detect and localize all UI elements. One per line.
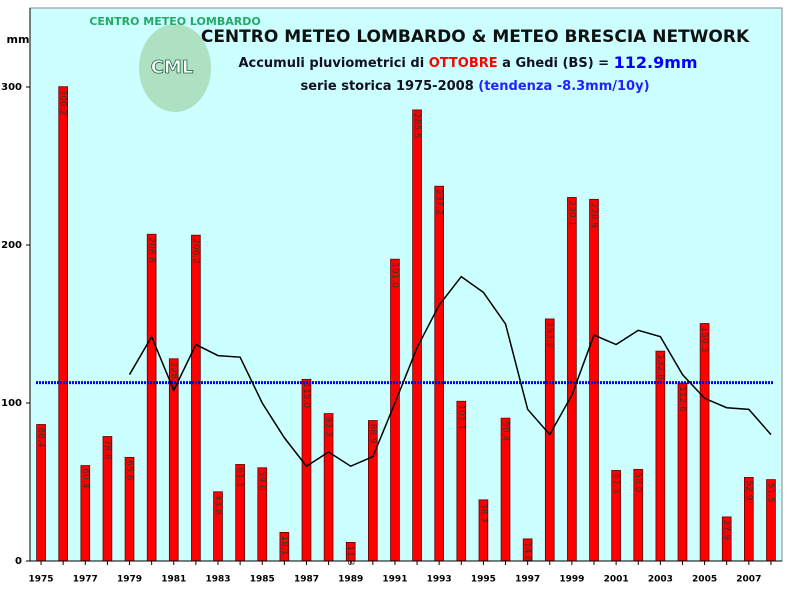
value-label: 52.9 [743,480,753,500]
logo: CENTRO METEO LOMBARDO CML [89,15,261,112]
value-label: 43.8 [213,495,223,515]
value-label: 153.2 [544,322,554,348]
value-label: 27.9 [721,520,731,540]
value-label: 101.1 [456,404,466,430]
x-tick-label: 1989 [338,575,363,585]
x-tick-label: 2003 [648,575,673,585]
x-tick-label: 2007 [736,575,761,585]
x-tick-label: 1993 [427,575,452,585]
bar [191,234,201,562]
x-tick-label: 1987 [294,575,319,585]
value-label: 14.0 [522,542,532,562]
subtitle-part: a Ghedi (BS) = [498,56,614,71]
x-tick-label: 2005 [692,575,717,585]
value-label: 191.0 [389,262,399,288]
value-label: 206.2 [190,238,200,264]
y-tick-label: 300 [1,82,22,93]
x-tick-label: 1979 [117,575,142,585]
chart-title: CENTRO METEO LOMBARDO & METEO BRESCIA NE… [201,27,750,47]
bar [699,323,710,562]
x-tick-label: 1995 [471,575,496,585]
value-label: 285.5 [412,113,422,139]
y-tick-label: 200 [1,240,22,251]
subtitle: Accumuli pluviometrici di OTTOBRE a Ghed… [238,53,697,72]
value-label: 60.4 [80,469,90,489]
bar [544,318,555,562]
bar [567,197,577,562]
value-label: 78.8 [102,439,112,459]
logo-ring: CENTRO METEO LOMBARDO [89,15,260,28]
x-tick-label: 2001 [604,575,629,585]
value-label: 90.4 [500,421,510,441]
value-label: 230.1 [566,200,576,226]
value-label: 128.0 [168,362,178,388]
value-label: 228.9 [589,202,599,228]
x-tick-label: 1983 [205,575,230,585]
value-label: 61.1 [235,467,245,487]
value-label: 51.5 [765,483,775,503]
value-label: 59.0 [257,471,267,491]
value-label: 38.7 [478,503,488,523]
value-label: 86.4 [36,427,46,447]
subtitle-part: serie storica 1975-2008 [300,79,478,94]
value-label: 93.3 [323,417,333,437]
subtitle-part: (tendenza -8.3mm/10y) [478,79,649,94]
value-label: 237.2 [434,189,444,215]
x-tick-label: 1985 [250,575,275,585]
moving-average-line [128,275,772,468]
logo-initials: CML [151,57,194,78]
x-tick-label: 1975 [29,575,54,585]
value-label: 300.2 [58,90,68,116]
value-label: 112.6 [677,386,687,412]
value-label: 65.6 [124,460,134,480]
x-tick-label: 1981 [161,575,186,585]
bar [146,233,157,562]
value-label: 132.8 [655,354,665,380]
value-label: 57.3 [611,473,621,493]
y-tick-label: 0 [15,556,22,567]
value-label: 58.0 [633,472,643,492]
bar [434,185,444,562]
value-label: 88.9 [367,424,377,444]
value-label: 18.1 [279,535,289,555]
logo-shape [139,24,211,112]
x-tick-label: 1999 [559,575,584,585]
x-tick-label: 1991 [382,575,407,585]
value-label: 115.0 [301,382,311,408]
bar [412,109,422,562]
bar [589,198,599,562]
value-label: 206.8 [146,237,156,263]
bar [58,86,69,562]
x-tick-label: 1997 [515,575,540,585]
y-axis-label: mm [7,33,30,46]
subtitle-part: 112.9mm [614,53,698,72]
y-tick-label: 100 [1,398,22,409]
value-label: 11.8 [345,545,355,565]
subtitle-part: Accumuli pluviometrici di [238,56,428,71]
x-tick-label: 1977 [73,575,98,585]
subtitle-part: OTTOBRE [429,56,498,71]
value-label: 150.3 [699,327,709,353]
subtitle2: serie storica 1975-2008 (tendenza -8.3mm… [300,79,649,94]
